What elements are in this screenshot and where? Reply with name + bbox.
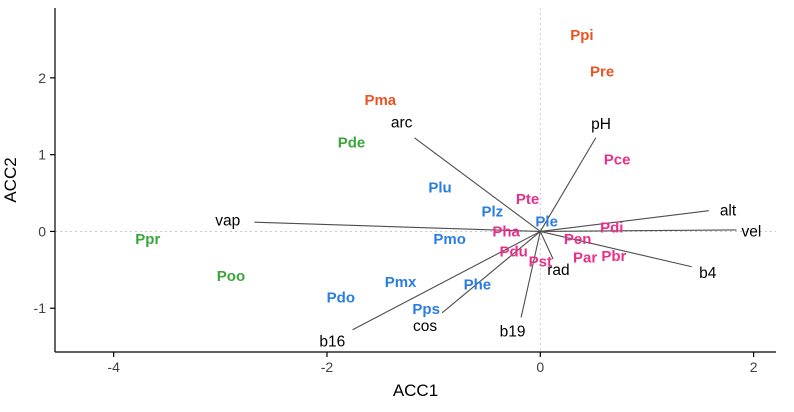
vector-line-vap [254, 221, 541, 232]
species-label-Plz: Plz [481, 203, 503, 220]
vector-line-b16 [352, 230, 541, 331]
vector-label-cos: cos [413, 318, 437, 335]
species-label-Plu: Plu [428, 180, 451, 197]
species-label-Ple: Ple [535, 213, 558, 230]
x-axis-title: ACC1 [393, 381, 438, 400]
vector-label-b19: b19 [500, 323, 526, 340]
vector-label-rad: rad [547, 262, 569, 279]
species-label-Pma: Pma [364, 92, 396, 109]
vector-line-arc [414, 137, 541, 232]
vector-label-b4: b4 [699, 265, 717, 282]
vector-label-alt: alt [720, 203, 737, 220]
y-tick-label: -1 [34, 300, 47, 316]
species-label-Ppr: Ppr [135, 231, 160, 248]
species-label-Ppi: Ppi [570, 27, 593, 44]
species-label-Pte: Pte [516, 191, 539, 208]
y-axis-title: ACC2 [1, 157, 20, 202]
species-label-Par: Par [573, 250, 597, 267]
species-label-Pdo: Pdo [327, 289, 355, 306]
species-label-Pre: Pre [590, 64, 614, 81]
vector-line-b4 [540, 230, 692, 268]
species-label-Pps: Pps [412, 301, 440, 318]
vector-label-vel: vel [742, 223, 762, 240]
x-tick-label: -4 [107, 359, 120, 375]
x-tick-label: 0 [536, 359, 544, 375]
vector-label-b16: b16 [319, 333, 345, 350]
species-label-Pmx: Pmx [385, 274, 417, 291]
vector-line-alt [540, 210, 709, 232]
vector-label-pH: pH [591, 116, 611, 133]
species-label-Pce: Pce [604, 151, 631, 168]
y-tick-label: 1 [38, 147, 46, 163]
vector-line-vel [540, 229, 737, 232]
y-tick-label: 0 [38, 223, 46, 239]
species-label-Pmo: Pmo [433, 231, 466, 248]
vector-label-vap: vap [215, 213, 240, 230]
species-label-Pbr: Pbr [601, 248, 626, 265]
vector-label-arc: arc [391, 114, 413, 131]
species-label-Pst: Pst [529, 253, 552, 270]
x-tick-label: -2 [321, 359, 334, 375]
species-label-Pde: Pde [338, 134, 366, 151]
vector-line-cos [441, 231, 541, 314]
y-tick-label: 2 [38, 70, 46, 86]
vector-line-pH [539, 137, 597, 232]
vector-line-b19 [520, 231, 541, 318]
species-label-Pdu: Pdu [499, 243, 527, 260]
species-label-Phe: Phe [464, 276, 492, 293]
species-label-Poo: Poo [217, 268, 245, 285]
species-label-Pha: Pha [492, 223, 520, 240]
species-label-Pdi: Pdi [600, 220, 623, 237]
vector-line-rad [539, 231, 554, 260]
x-tick-label: 2 [750, 359, 758, 375]
species-label-Pen: Pen [564, 231, 592, 248]
